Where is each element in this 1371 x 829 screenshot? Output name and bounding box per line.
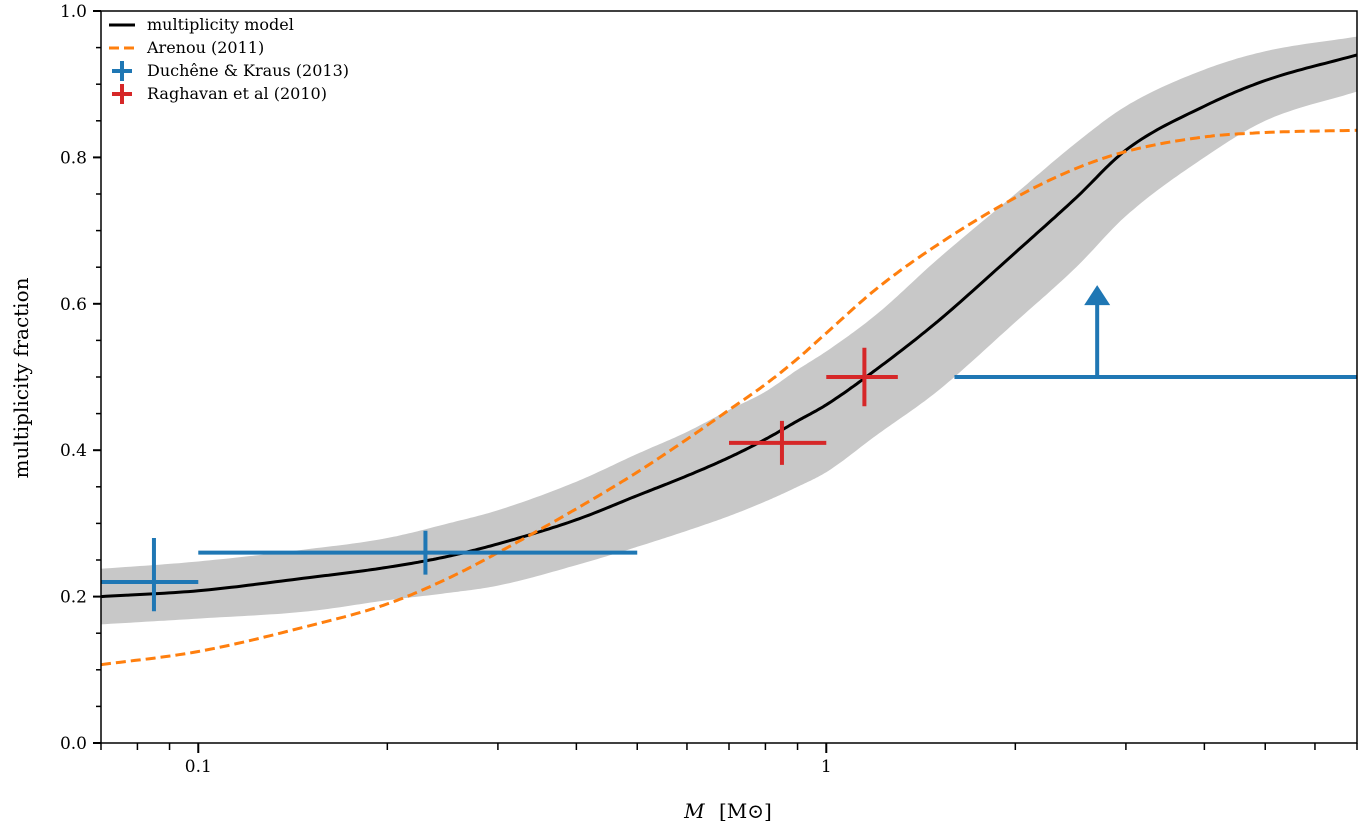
raghavan-point-2 [826, 347, 898, 407]
band-layer [101, 36, 1357, 625]
x-axis-title: M [M⊙] [683, 799, 772, 823]
y-tick-label: 0.0 [60, 734, 87, 754]
legend-entry: multiplicity model [109, 15, 294, 34]
y-axis-title: multiplicity fraction [9, 277, 33, 478]
lines-layer [100, 53, 1358, 667]
legend-label: Duchêne & Kraus (2013) [147, 61, 349, 80]
duchene-point-2 [198, 530, 638, 575]
duchene-lower-limit [954, 285, 1357, 379]
duchene-point-1 [101, 538, 199, 612]
legend-label: Arenou (2011) [146, 38, 264, 57]
y-tick-label: 0.6 [60, 295, 87, 315]
series-arenou-2011 [100, 128, 1358, 667]
legend-label: Raghavan et al (2010) [147, 84, 327, 103]
x-axis-unit: [M⊙] [719, 799, 772, 823]
errorbar-layer [101, 285, 1357, 612]
x-axis-variable: M [683, 799, 705, 823]
y-tick-label: 0.2 [60, 588, 87, 608]
y-tick-label: 1.0 [60, 2, 87, 22]
y-tick-label: 0.4 [60, 441, 87, 461]
x-tick-label: 0.1 [185, 757, 212, 777]
lower-limit-arrow-head [1084, 285, 1111, 306]
axes-layer: 0.0 0.2 0.4 0.6 0.8 1.0 0.1 1 [60, 2, 1358, 777]
x-tick-label: 1 [821, 757, 832, 777]
raghavan-point-1 [729, 420, 827, 465]
legend-label: multiplicity model [147, 15, 294, 34]
legend-entry: Duchêne & Kraus (2013) [112, 61, 349, 81]
y-tick-label: 0.8 [60, 148, 87, 168]
legend-entry: Raghavan et al (2010) [112, 84, 327, 104]
series-multiplicity-model [100, 53, 1358, 599]
model-uncertainty-band [101, 36, 1357, 625]
legend-entry: Arenou (2011) [109, 38, 264, 57]
legend: multiplicity model Arenou (2011) Duchêne &… [109, 15, 349, 104]
